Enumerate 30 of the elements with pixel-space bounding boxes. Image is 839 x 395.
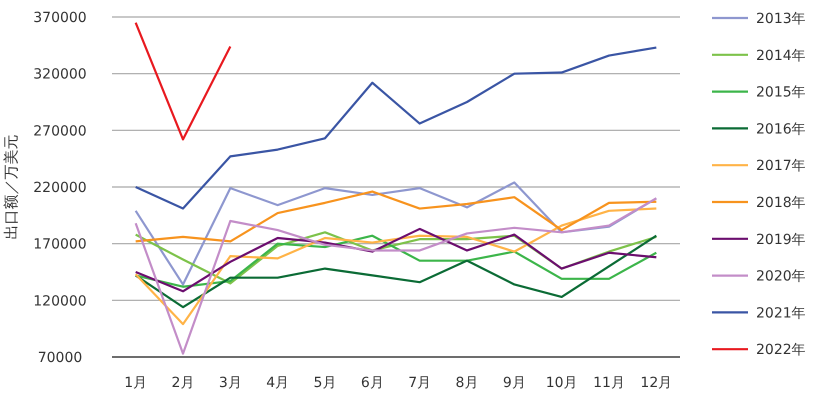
x-tick-label: 7月 [408,375,432,391]
y-tick-label: 120000 [33,293,87,310]
x-tick-label: 2月 [172,375,194,391]
y-tick-label: 320000 [33,66,87,83]
legend-label: 2017年 [756,158,806,174]
x-tick-label: 4月 [266,375,290,391]
x-tick-label: 1月 [124,375,148,391]
legend-label: 2015年 [756,84,806,101]
x-tick-label: 3月 [218,375,242,391]
legend-label: 2018年 [756,195,806,211]
x-tick-label: 5月 [314,375,336,391]
legend-label: 2021年 [756,305,806,322]
y-tick-label: 270000 [33,123,87,140]
legend-label: 2020年 [756,268,806,285]
y-tick-label: 220000 [33,180,87,196]
legend-label: 2014年 [756,48,806,64]
x-tick-label: 12月 [640,375,672,391]
legend-label: 2016年 [756,121,806,138]
x-tick-label: 11月 [593,375,625,391]
x-tick-label: 10月 [546,375,578,391]
x-tick-label: 8月 [456,375,478,391]
legend-label: 2013年 [756,11,806,27]
x-tick-label: 9月 [502,375,526,391]
y-tick-label: 370000 [33,10,87,26]
y-tick-label: 170000 [33,236,87,253]
y-axis-title: 出口额／万美元 [2,134,20,240]
x-tick-label: 6月 [360,375,384,391]
y-tick-label: 70000 [38,350,82,366]
legend-label: 2019年 [756,232,806,248]
legend-label: 2022年 [756,342,806,358]
